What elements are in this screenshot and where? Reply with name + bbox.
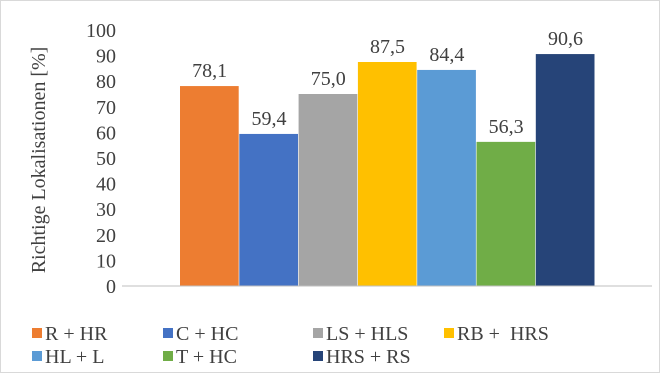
legend: R + HR C + HC LS + HLS RB + HRS HL + L T + HC… bbox=[32, 323, 549, 368]
legend-label-6: T + HC bbox=[176, 346, 237, 368]
data-label-6: 56,3 bbox=[489, 116, 524, 138]
bar-3 bbox=[298, 94, 358, 286]
legend-label-3: LS + HLS bbox=[326, 323, 408, 345]
bar-5 bbox=[417, 69, 476, 286]
bar-2 bbox=[239, 133, 298, 286]
data-label-3: 75,0 bbox=[311, 68, 346, 90]
legend-swatch-6 bbox=[163, 351, 173, 361]
legend-label-5: HL + L bbox=[45, 346, 104, 368]
legend-swatch-3 bbox=[313, 328, 323, 338]
legend-swatch-1 bbox=[32, 328, 42, 338]
y-tick-label: 10 bbox=[96, 250, 116, 272]
legend-label-1: R + HR bbox=[45, 323, 108, 345]
y-tick-label: 50 bbox=[96, 148, 116, 170]
y-tick-label: 60 bbox=[96, 122, 116, 144]
y-tick-label: 40 bbox=[96, 174, 116, 196]
bar-4 bbox=[357, 62, 417, 286]
y-axis-label: Richtige Lokalisationen [%] bbox=[28, 47, 50, 274]
y-tick-label: 70 bbox=[96, 97, 116, 119]
data-labels: 78,1 59,4 75,0 87,5 84,4 56,3 90,6 bbox=[192, 28, 583, 138]
y-tick-label: 30 bbox=[96, 199, 116, 221]
y-tick-label: 90 bbox=[96, 46, 116, 68]
data-label-2: 59,4 bbox=[251, 108, 286, 130]
legend-swatch-4 bbox=[444, 328, 454, 338]
y-tick-label: 80 bbox=[96, 71, 116, 93]
legend-label-2: C + HC bbox=[176, 323, 238, 345]
y-tick-label: 20 bbox=[96, 225, 116, 247]
y-tick-label: 0 bbox=[106, 276, 116, 298]
data-label-1: 78,1 bbox=[192, 60, 227, 82]
legend-label-7: HRS + RS bbox=[326, 346, 411, 368]
legend-label-4: RB + HRS bbox=[457, 323, 549, 345]
legend-swatch-5 bbox=[32, 351, 42, 361]
legend-swatch-2 bbox=[163, 328, 173, 338]
data-label-7: 90,6 bbox=[548, 28, 583, 50]
bar-6 bbox=[476, 141, 536, 286]
y-axis-ticks: 0 10 20 30 40 50 60 70 80 90 100 bbox=[86, 20, 116, 298]
data-label-5: 84,4 bbox=[429, 44, 464, 66]
legend-swatch-7 bbox=[313, 351, 323, 361]
bar-1 bbox=[180, 86, 239, 287]
y-tick-label: 100 bbox=[86, 20, 116, 42]
data-label-4: 87,5 bbox=[370, 36, 405, 58]
bar-7 bbox=[535, 54, 595, 287]
bars bbox=[180, 54, 595, 287]
